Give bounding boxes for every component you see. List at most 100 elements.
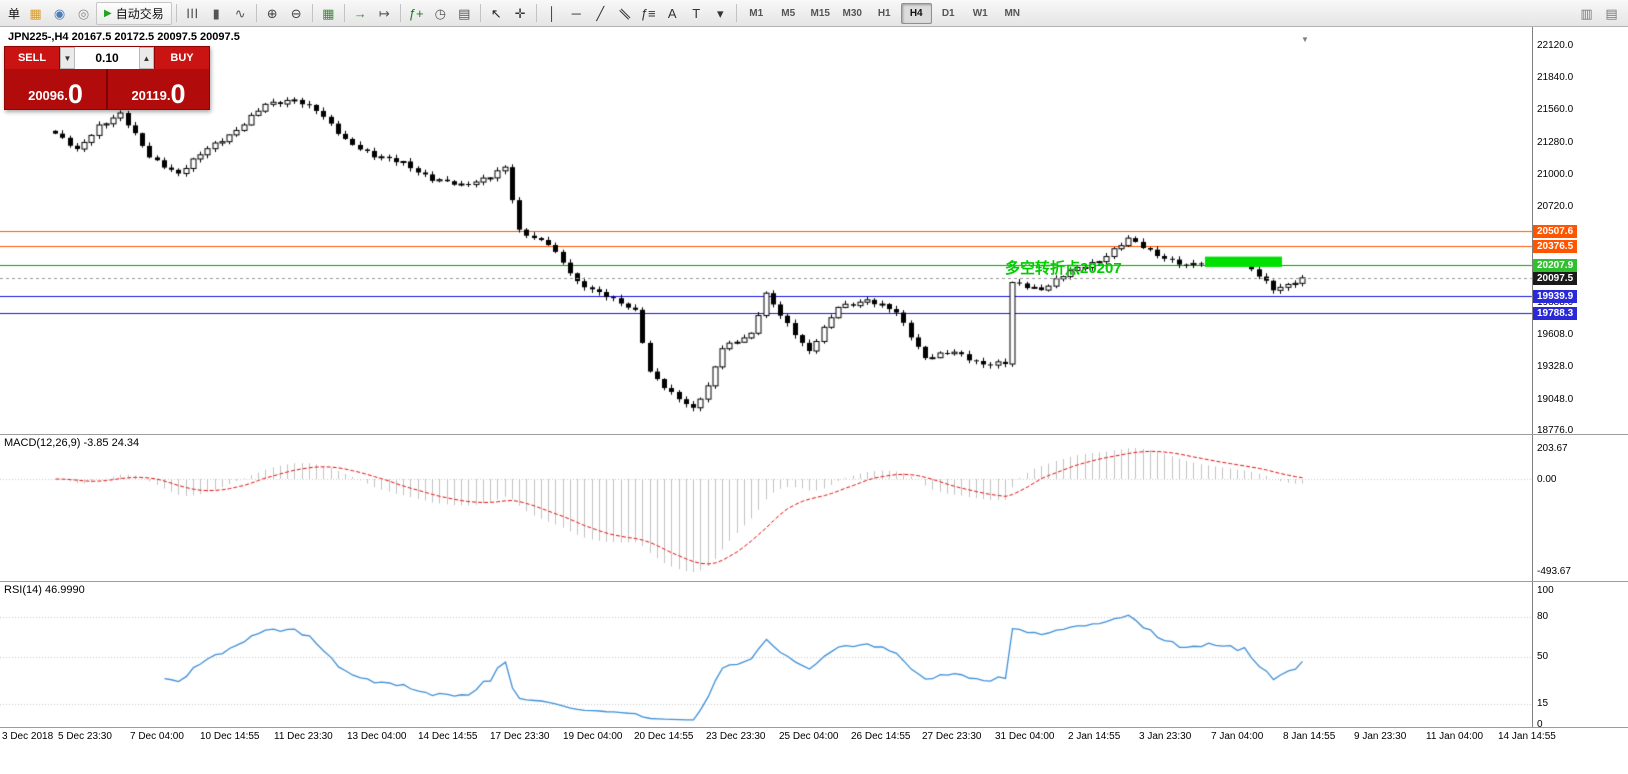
- toolbar-separator: [399, 4, 401, 22]
- main-macd-separator[interactable]: [0, 434, 1628, 435]
- text-icon: A: [667, 5, 677, 21]
- templates-icon[interactable]: ▤: [453, 3, 476, 23]
- text-icon[interactable]: A: [661, 3, 684, 23]
- bar-chart-icon[interactable]: ☰: [181, 3, 204, 23]
- timeframe-button-m5[interactable]: M5: [781, 7, 796, 19]
- periods-icon: ◷: [434, 5, 446, 21]
- chart-list-icon[interactable]: ▤: [1600, 3, 1623, 23]
- window-layout-icon: ▥: [1580, 5, 1593, 21]
- timeframe-button-m15[interactable]: M15: [810, 7, 830, 19]
- trendline-icon[interactable]: ╱: [589, 3, 612, 23]
- new-chart-icon: ▦: [29, 5, 42, 21]
- autotrade-label: 自动交易: [115, 6, 164, 21]
- new-order-button[interactable]: 单: [8, 6, 21, 21]
- auto-scroll-icon[interactable]: →: [349, 3, 372, 23]
- autotrade-button[interactable]: ▶ 自动交易: [96, 1, 172, 25]
- autotrade-play-icon: ▶: [104, 7, 112, 19]
- horizontal-line-icon: ─: [571, 5, 581, 21]
- timeframe-button-h1[interactable]: H1: [877, 7, 891, 19]
- sell-price-big-digit: 0: [67, 79, 83, 110]
- price-axis-label: 22120.0: [1537, 40, 1574, 51]
- timeframe-button-d1[interactable]: D1: [941, 7, 955, 19]
- timeframe-button-m30[interactable]: M30: [842, 7, 862, 19]
- templates-icon: ▤: [458, 5, 471, 21]
- rsi-indicator-label: RSI(14) 46.9990: [4, 584, 85, 596]
- chart-title: JPN225-,H4 20167.5 20172.5 20097.5 20097…: [8, 31, 240, 43]
- price-axis-label: 19608.0: [1537, 329, 1574, 341]
- toolbar: 单 ▦ ◉ ◎ ▶ 自动交易 ☰ ▮ ∿ ⊕ ⊖ ▦ → ↦ ƒ+ ◷ ▤ ↖ ✛ │ ─ ╱ ∥ ƒ≡ A T ▾ M1 M5 M15 M…: [0, 0, 1628, 27]
- volume-input[interactable]: 0.10: [95, 51, 119, 65]
- timeframe-button-w1[interactable]: W1: [972, 7, 988, 19]
- timeframe-button-m1[interactable]: M1: [749, 7, 764, 19]
- rsi-axis-label: 15: [1537, 698, 1549, 709]
- time-axis-label: 13 Dec 04:00: [347, 731, 407, 742]
- time-axis-label: 7 Dec 04:00: [130, 731, 184, 742]
- toolbar-right-icons: ▥ ▤: [1575, 3, 1623, 23]
- buy-button[interactable]: BUY: [154, 47, 209, 69]
- toolbar-separator: [535, 4, 537, 22]
- time-axis-label: 5 Dec 23:30: [58, 731, 112, 742]
- price-axis-border: [1532, 27, 1533, 727]
- time-axis-label: 20 Dec 14:55: [634, 731, 694, 742]
- sell-button[interactable]: SELL: [5, 47, 60, 69]
- price-axis-label: 20720.0: [1537, 201, 1574, 213]
- line-chart-icon[interactable]: ∿: [229, 3, 252, 23]
- profiles-icon: ◉: [53, 5, 66, 21]
- toolbar-separator: [175, 4, 177, 22]
- rsi-axis-label: 0: [1537, 719, 1543, 730]
- alerts-icon[interactable]: ◎: [72, 3, 95, 23]
- macd-rsi-separator[interactable]: [0, 581, 1628, 582]
- sell-price[interactable]: 20096. 0: [5, 69, 108, 109]
- text-label-icon[interactable]: T: [685, 3, 708, 23]
- time-axis-label: 31 Dec 04:00: [995, 731, 1055, 742]
- timeframe-button-h4[interactable]: H4: [900, 2, 932, 24]
- crosshair-icon[interactable]: ✛: [509, 3, 532, 23]
- one-click-trade-panel: SELL ▼ 0.10 ▲ BUY 20096. 0 20119. 0: [4, 46, 210, 110]
- rsi-axis-label: 100: [1537, 585, 1554, 596]
- zoom-in-icon: ⊕: [266, 5, 278, 21]
- shift-chart-icon: ↦: [378, 5, 390, 21]
- fibonacci-icon[interactable]: ƒ≡: [637, 3, 660, 23]
- tile-windows-icon[interactable]: ▦: [317, 3, 340, 23]
- buy-price-big-digit: 0: [170, 79, 186, 110]
- time-axis-label: 7 Jan 04:00: [1211, 731, 1264, 742]
- toolbar-separator: [311, 4, 313, 22]
- price-badge: 19788.3: [1533, 307, 1578, 321]
- price-axis-label: 19048.0: [1537, 393, 1574, 405]
- buy-price[interactable]: 20119. 0: [108, 69, 209, 109]
- auto-scroll-icon: →: [353, 5, 367, 21]
- time-axis-label: 23 Dec 23:30: [706, 731, 766, 742]
- vertical-line-icon[interactable]: │: [541, 3, 564, 23]
- equidistant-channel-icon: ∥: [616, 5, 632, 21]
- cursor-icon[interactable]: ↖: [485, 3, 508, 23]
- shift-chart-icon[interactable]: ↦: [373, 3, 396, 23]
- macd-axis-label: -493.67: [1537, 566, 1571, 577]
- periods-icon[interactable]: ◷: [429, 3, 452, 23]
- price-axis-label: 21840.0: [1537, 72, 1574, 84]
- indicators-icon[interactable]: ƒ+: [405, 3, 428, 23]
- new-chart-icon[interactable]: ▦: [24, 3, 47, 23]
- price-axis-label: 21280.0: [1537, 136, 1574, 148]
- time-axis-label: 2 Jan 14:55: [1068, 731, 1121, 742]
- candlestick-icon[interactable]: ▮: [205, 3, 228, 23]
- arrows-icon[interactable]: ▾: [709, 3, 732, 23]
- horizontal-line-icon[interactable]: ─: [565, 3, 588, 23]
- profiles-icon[interactable]: ◉: [48, 3, 71, 23]
- turning-point-annotation[interactable]: 多空转折点20207: [1005, 260, 1122, 277]
- toolbar-separator: [479, 4, 481, 22]
- volume-down-icon[interactable]: ▼: [60, 47, 75, 69]
- text-label-icon: T: [692, 5, 701, 21]
- time-axis-label: 14 Jan 14:55: [1498, 731, 1556, 742]
- volume-up-icon[interactable]: ▲: [139, 47, 154, 69]
- chart-list-icon: ▤: [1605, 5, 1618, 21]
- window-layout-icon[interactable]: ▥: [1575, 3, 1598, 23]
- macd-axis-label: 0.00: [1537, 474, 1557, 485]
- crosshair-icon: ✛: [514, 5, 526, 21]
- timeframe-button-mn[interactable]: MN: [1004, 7, 1021, 19]
- time-axis-label: 19 Dec 04:00: [563, 731, 623, 742]
- zoom-in-icon[interactable]: ⊕: [261, 3, 284, 23]
- zoom-out-icon[interactable]: ⊖: [285, 3, 308, 23]
- equidistant-channel-icon[interactable]: ∥: [613, 3, 636, 23]
